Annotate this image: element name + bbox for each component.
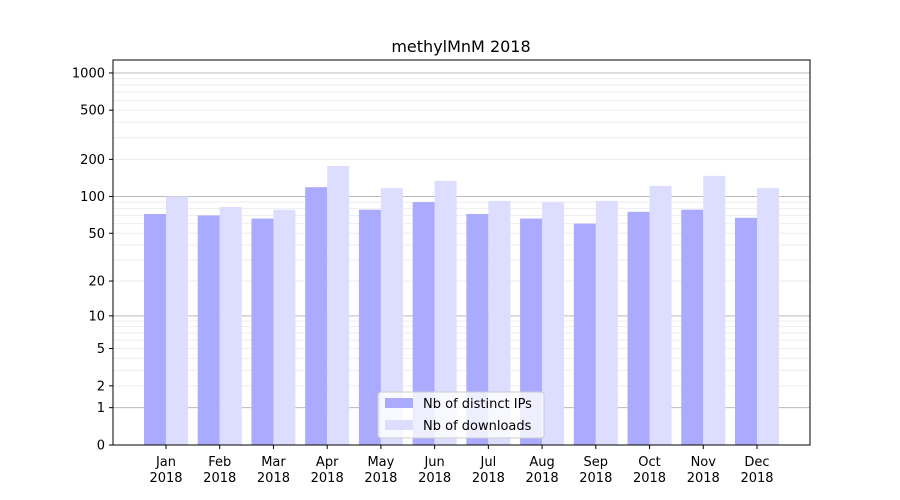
x-tick-label: Feb 2018: [203, 455, 236, 486]
x-tick-label: Apr 2018: [311, 455, 344, 486]
bar-distinct-ips: [144, 213, 166, 445]
bar-distinct-ips: [305, 187, 328, 445]
legend-swatch-distinct-ips: [385, 398, 413, 408]
bar-distinct-ips: [197, 215, 220, 445]
y-tick-label: 20: [88, 275, 105, 290]
y-tick-label: 0: [97, 439, 105, 454]
bar-downloads: [166, 196, 188, 445]
y-tick-label: 50: [88, 227, 105, 242]
x-tick-label: Jul 2018: [472, 455, 505, 486]
legend-box: [377, 391, 545, 439]
bar-downloads: [434, 180, 457, 445]
legend: Nb of distinct IPs Nb of downloads: [377, 391, 545, 439]
bar-downloads: [703, 175, 726, 445]
x-tick-label: Mar 2018: [257, 455, 290, 486]
bar-downloads: [327, 165, 350, 445]
y-tick-label: 2: [97, 379, 105, 394]
legend-label-distinct-ips: Nb of distinct IPs: [423, 397, 532, 412]
bar-distinct-ips: [627, 211, 650, 445]
x-tick-label: Oct 2018: [633, 455, 666, 486]
bar-downloads: [380, 188, 403, 446]
bar-downloads: [542, 202, 565, 445]
bar-distinct-ips: [358, 209, 381, 445]
x-tick-label: Sep 2018: [579, 455, 612, 486]
bar-distinct-ips: [466, 213, 489, 445]
y-tick-label: 100: [80, 190, 105, 205]
x-tick-label: Nov 2018: [687, 455, 720, 486]
y-tick-label: 500: [80, 104, 105, 119]
plot-frame: [112, 59, 811, 446]
x-tick-label: Aug 2018: [526, 455, 559, 486]
bar-distinct-ips: [412, 202, 435, 445]
bar-downloads: [273, 209, 296, 445]
bar-downloads: [757, 188, 779, 446]
bar-downloads: [649, 185, 672, 446]
chart-title: methylMnM 2018: [391, 37, 530, 56]
bar-downloads: [488, 200, 511, 445]
bar-distinct-ips: [735, 217, 757, 445]
bar-downloads: [595, 200, 618, 445]
x-tick-label: Jan 2018: [149, 455, 182, 486]
bar-downloads: [219, 207, 242, 445]
x-tick-label: Jun 2018: [418, 455, 451, 486]
bar-distinct-ips: [251, 218, 274, 445]
y-tick-label: 200: [80, 153, 105, 168]
x-tick-label: May 2018: [364, 455, 397, 486]
y-tick-label: 1000: [72, 66, 105, 81]
legend-swatch-downloads: [385, 420, 413, 430]
y-tick-label: 5: [97, 342, 105, 357]
y-tick-label: 1: [97, 401, 105, 416]
bar-distinct-ips: [681, 209, 704, 445]
bar-distinct-ips: [520, 218, 543, 445]
x-tick-label: Dec 2018: [740, 455, 773, 486]
legend-label-downloads: Nb of downloads: [423, 419, 532, 434]
y-tick-label: 10: [88, 309, 105, 324]
bar-distinct-ips: [573, 223, 596, 445]
